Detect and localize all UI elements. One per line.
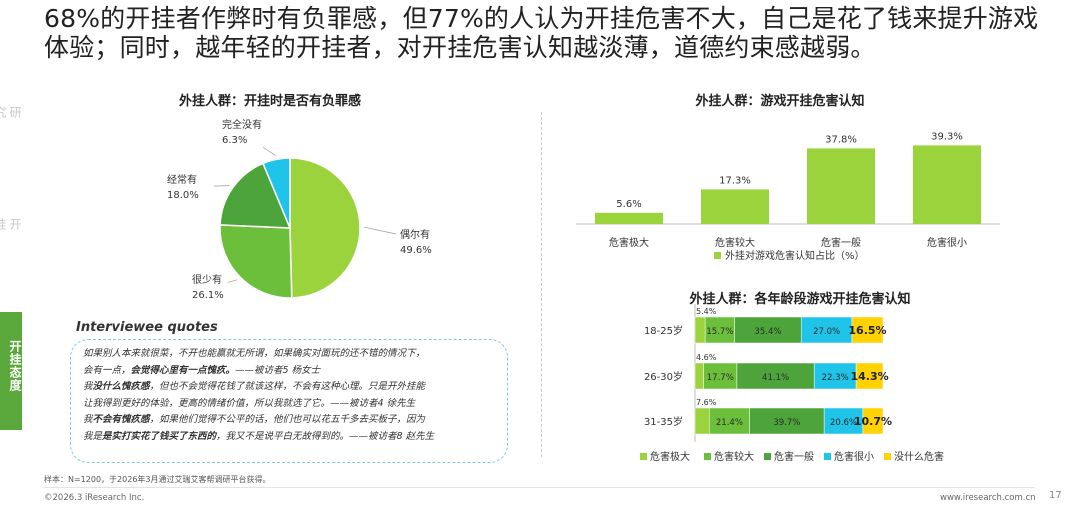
stack-segment-label: 20.6% bbox=[830, 418, 857, 428]
stack-legend-label: 危害一般 bbox=[774, 450, 814, 463]
stack-segment-label: 4.6% bbox=[696, 353, 717, 362]
stack-segment bbox=[862, 407, 884, 435]
sidebar-item-cheating-attitude-active[interactable]: 开挂态度 bbox=[0, 312, 22, 430]
bar bbox=[595, 212, 663, 224]
stack-segment-label: 17.7% bbox=[707, 373, 734, 383]
bar-value-label: 39.3% bbox=[931, 131, 963, 142]
stacked-bar-chart: 18-25岁 5.4% 15.7% 35.4% 27.0% 16.5% 26-30岁 4.6%… bbox=[640, 304, 944, 463]
stack-legend-swatch bbox=[884, 453, 891, 460]
bar bbox=[701, 189, 769, 224]
pie-slice bbox=[219, 224, 293, 299]
stack-segment bbox=[851, 316, 884, 344]
stack-segment-label: 39.7% bbox=[773, 418, 800, 428]
footer-divider bbox=[44, 487, 1034, 488]
stack-segment-label: 41.1% bbox=[762, 373, 789, 383]
stack-legend-label: 危害较大 bbox=[714, 450, 754, 463]
stack-segment bbox=[704, 316, 735, 344]
pie-slice-label: 很少有 bbox=[192, 273, 222, 286]
stack-segment-label: 21.4% bbox=[716, 418, 743, 428]
quote-line: 我没什么愧疚感，但也不会觉得花钱了就该这样，不会有这种心理。只是开外挂能 bbox=[83, 381, 426, 392]
stack-category-label: 26-30岁 bbox=[644, 370, 683, 383]
stack-segment bbox=[749, 407, 825, 435]
bar-chart: 5.6% 危害极大 17.3% 危害较大 37.8% 危害一般 39.3% 危害很小外挂对游戏… bbox=[576, 131, 1000, 262]
quote-line: 让我得到更好的体验，更高的情绪价值，所以我就选了它。——被访者4 徐先生 bbox=[83, 397, 416, 409]
bar-category-label: 危害一般 bbox=[821, 236, 861, 249]
stack-segment-label: 5.4% bbox=[696, 307, 717, 316]
sidebar-item-research-design[interactable]: 研究设计 bbox=[0, 106, 22, 119]
page-headline: 68%的开挂者作弊时有负罪感，但77%的人认为开挂危害不大，自己是花了钱来提升游… bbox=[44, 4, 1039, 62]
pie-slice bbox=[289, 157, 361, 299]
bar-legend-swatch bbox=[714, 252, 721, 259]
pie-slice-value: 26.1% bbox=[192, 290, 224, 301]
bar-category-label: 危害较大 bbox=[715, 236, 755, 249]
stack-segment-label: 22.3% bbox=[822, 373, 849, 383]
bar-category-label: 危害极大 bbox=[609, 236, 649, 249]
stack-legend-label: 危害很小 bbox=[834, 450, 874, 463]
bar-value-label: 17.3% bbox=[719, 175, 751, 186]
pie-slice bbox=[262, 157, 291, 229]
stack-legend-swatch bbox=[764, 453, 771, 460]
stack-segment bbox=[800, 316, 853, 344]
quotes-box: 如果别人本来就很菜，不开也能赢就无所谓，如果确实对面玩的还不错的情况下， 会有一… bbox=[70, 339, 508, 463]
pie-leader-line bbox=[227, 279, 238, 283]
quote-line: 会有一点，会觉得心里有一点愧疚。——被访者5 杨女士 bbox=[83, 364, 321, 376]
pie-slice-label: 经常有 bbox=[167, 173, 197, 186]
bar-value-label: 5.6% bbox=[616, 199, 641, 210]
quote-line: 如果别人本来就很菜，不开也能赢就无所谓，如果确实对面玩的还不错的情况下， bbox=[83, 348, 426, 359]
pie-slice-label: 偶尔有 bbox=[400, 228, 430, 241]
stack-segment bbox=[734, 316, 802, 344]
bar-legend-label: 外挂对游戏危害认知占比（%） bbox=[725, 249, 865, 262]
sample-note: 样本：N=1200，于2026年3月通过艾瑞艾客帮调研平台获得。 bbox=[44, 475, 271, 484]
stack-segment-label: 27.0% bbox=[813, 327, 840, 337]
stack-segment-label: 35.4% bbox=[754, 327, 781, 337]
pie-chart: 偶尔有 49.6% 很少有 26.1% 经常有 18.0% 完全没有 6.3% bbox=[167, 118, 432, 301]
pie-slice-value: 6.3% bbox=[222, 135, 247, 146]
footer-website[interactable]: www.iresearch.com.cn bbox=[940, 493, 1036, 503]
bar-chart-title: 外挂人群：游戏开挂危害认知 bbox=[695, 94, 865, 109]
quote-line: 我不会有愧疚感，如果他们觉得不公平的话，他们也可以花五千多去买板子，因为 bbox=[83, 414, 426, 425]
page-number: 17 bbox=[1049, 490, 1062, 501]
stack-segment bbox=[694, 407, 710, 435]
pie-slice-value: 49.6% bbox=[400, 245, 432, 256]
bar bbox=[913, 145, 981, 224]
quote-line: 我是是实打实花了钱买了东西的，我又不是说平白无故得到的。——被访者8 赵先生 bbox=[83, 430, 435, 442]
stack-segment-label: 16.5% bbox=[848, 324, 886, 337]
stack-segment-label: 10.7% bbox=[854, 415, 892, 428]
stack-legend-swatch bbox=[704, 453, 711, 460]
stacked-chart-title: 外挂人群：各年龄段游戏开挂危害认知 bbox=[689, 292, 911, 307]
stack-segment bbox=[694, 316, 706, 344]
stack-legend-swatch bbox=[640, 453, 647, 460]
pie-chart-title: 外挂人群：开挂时是否有负罪感 bbox=[178, 94, 361, 109]
sidebar-item-cheating-attitude[interactable]: 开挂态度 bbox=[8, 340, 22, 392]
bar bbox=[807, 148, 875, 224]
stack-segment bbox=[823, 407, 864, 435]
stack-legend-label: 危害极大 bbox=[650, 450, 690, 463]
stack-segment bbox=[813, 362, 857, 390]
stack-segment bbox=[709, 407, 750, 435]
stack-legend-swatch bbox=[824, 453, 831, 460]
stack-segment-label: 14.3% bbox=[850, 370, 888, 383]
stack-segment-label: 7.6% bbox=[696, 398, 717, 407]
footer-copyright: ©2026.3 iResearch Inc. bbox=[44, 493, 145, 503]
stack-category-label: 31-35岁 bbox=[644, 415, 683, 428]
panel-divider bbox=[541, 112, 542, 457]
stack-segment bbox=[703, 362, 738, 390]
stack-segment-label: 15.7% bbox=[706, 327, 733, 337]
stack-segment bbox=[855, 362, 884, 390]
stack-segment bbox=[736, 362, 815, 390]
stack-legend-label: 没什么危害 bbox=[894, 450, 944, 463]
stack-category-label: 18-25岁 bbox=[644, 324, 683, 337]
bar-value-label: 37.8% bbox=[825, 134, 857, 145]
pie-leader-line bbox=[262, 146, 276, 156]
bar-category-label: 危害很小 bbox=[927, 236, 967, 249]
quotes-title: Interviewee quotes bbox=[76, 320, 218, 335]
pie-slice-label: 完全没有 bbox=[222, 118, 262, 131]
pie-slice-value: 18.0% bbox=[167, 190, 199, 201]
sidebar-item-cheating-status[interactable]: 开挂现状 bbox=[0, 218, 22, 231]
pie-slice bbox=[219, 162, 292, 229]
pie-leader-line bbox=[363, 226, 397, 235]
stack-segment bbox=[694, 362, 704, 390]
